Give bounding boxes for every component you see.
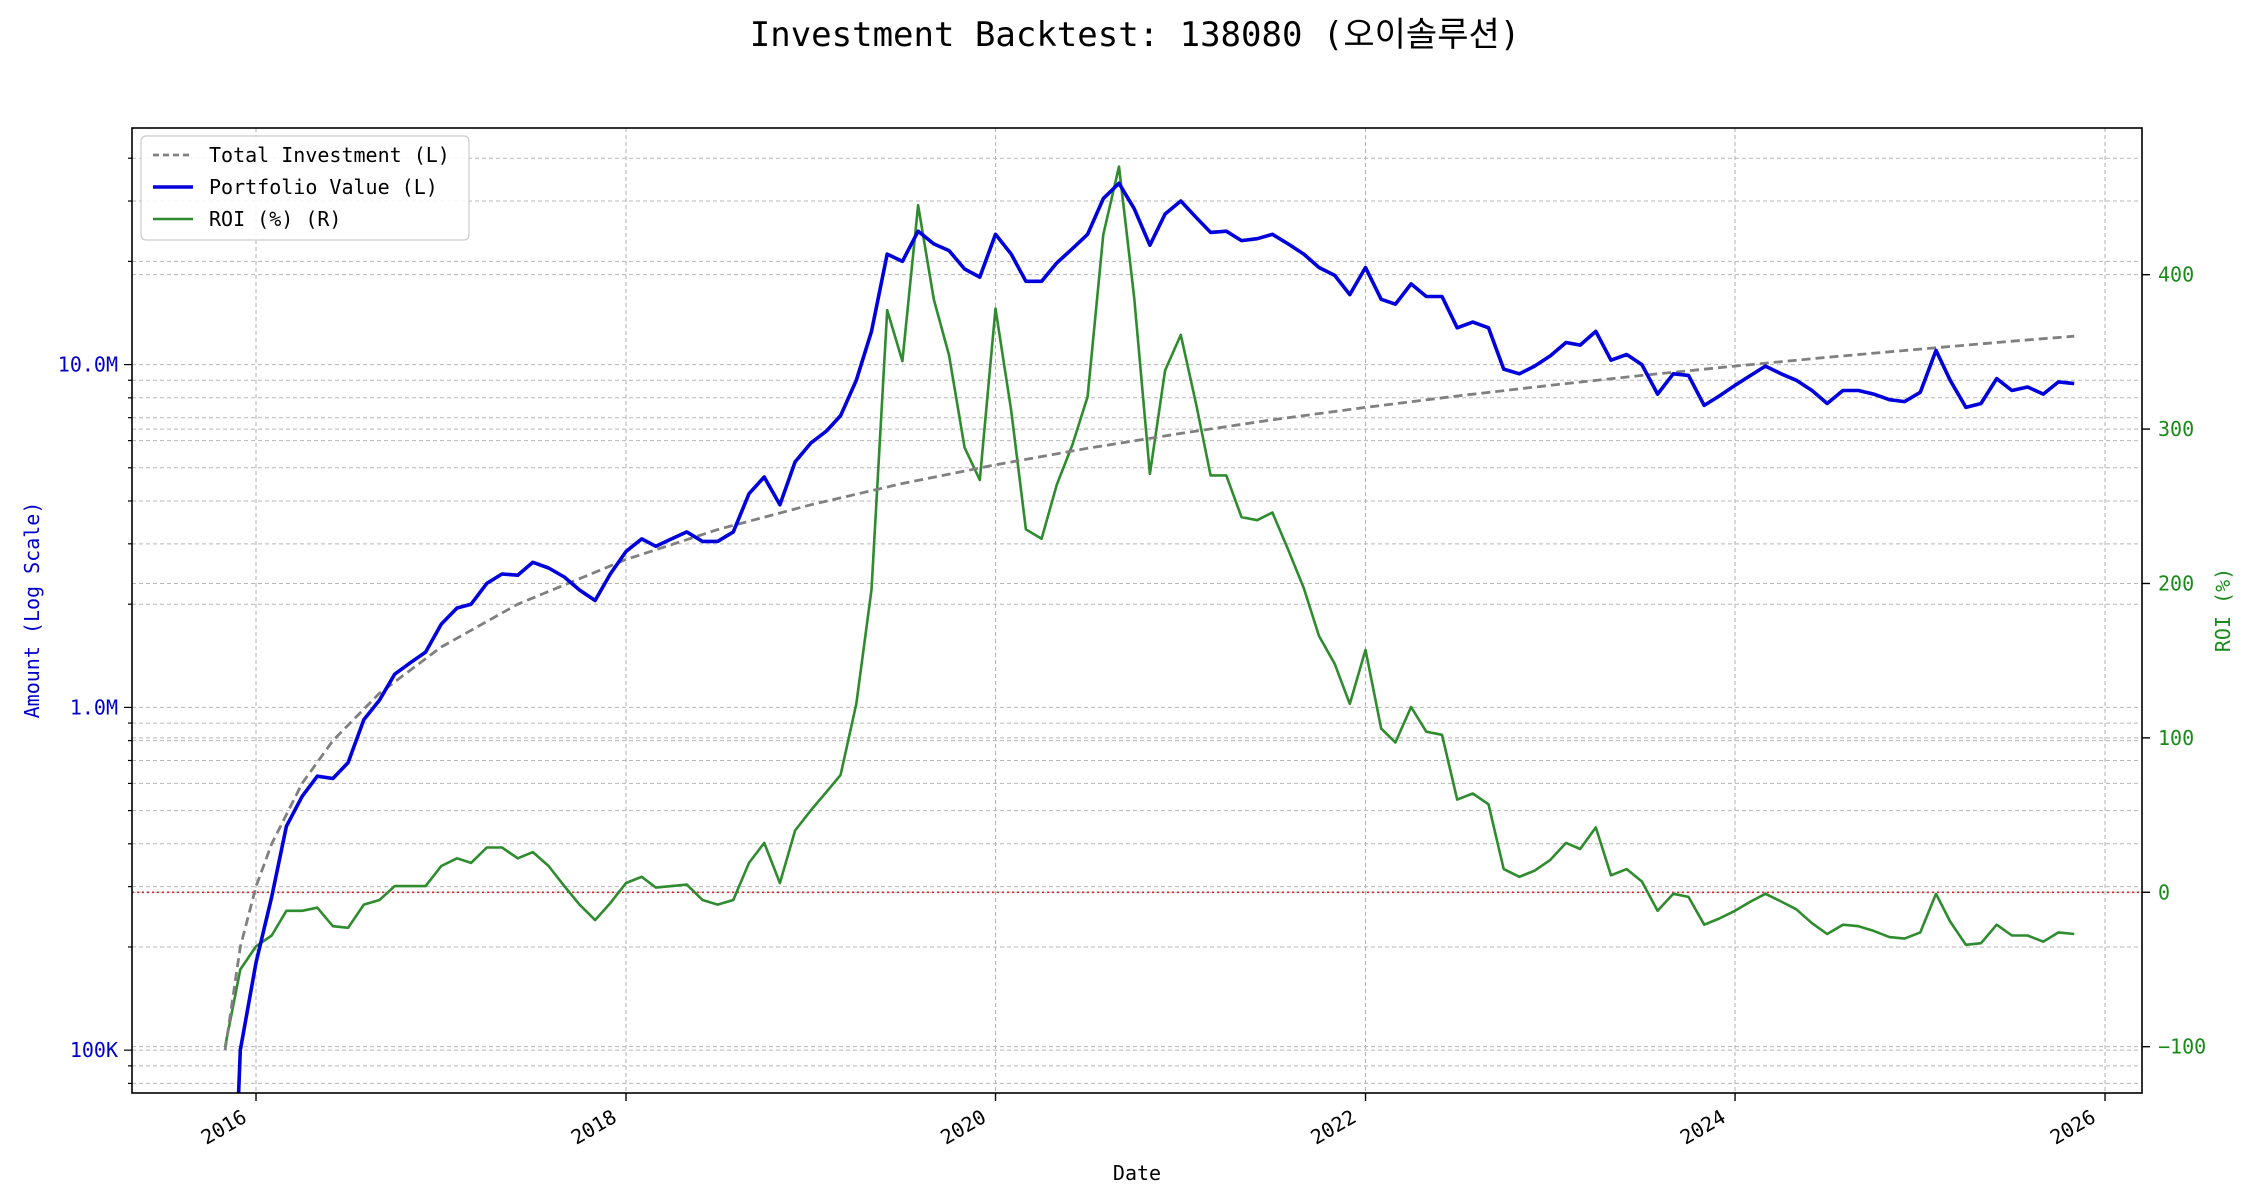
portfolio-value-line: [236, 181, 2075, 1093]
legend-box: [140, 135, 470, 241]
legend-label: Portfolio Value (L): [209, 175, 438, 199]
y-right-tick-label: 0: [2158, 880, 2170, 904]
y-axis-right-label: ROI (%): [2211, 568, 2235, 652]
legend-label: Total Investment (L): [209, 143, 450, 167]
y-left-tick-label: 100K: [70, 1038, 118, 1062]
legend-label: ROI (%) (R): [209, 207, 341, 231]
y-left-tick-label: 1.0M: [70, 695, 118, 719]
roi-line: [223, 165, 2075, 1047]
y-right-tick-label: 400: [2158, 263, 2194, 287]
y-axis-left-label: Amount (Log Scale): [20, 502, 44, 719]
y-right-tick-label: 100: [2158, 726, 2194, 750]
x-axis-label: Date: [1113, 1161, 1161, 1185]
plot-frame: [131, 127, 2143, 1094]
y-right-tick-label: 300: [2158, 417, 2194, 441]
plot-area: [132, 165, 2142, 1093]
y-left-tick-label: 10.0M: [58, 353, 118, 377]
total-investment-line: [223, 334, 2075, 1051]
chart-title: Investment Backtest: 138080 (오이솔루션): [750, 15, 1521, 55]
legend: Total Investment (L) Portfolio Value (L) R…: [140, 135, 470, 241]
y-right-tick-label: 200: [2158, 571, 2194, 595]
y-right-tick-label: −100: [2158, 1035, 2206, 1059]
